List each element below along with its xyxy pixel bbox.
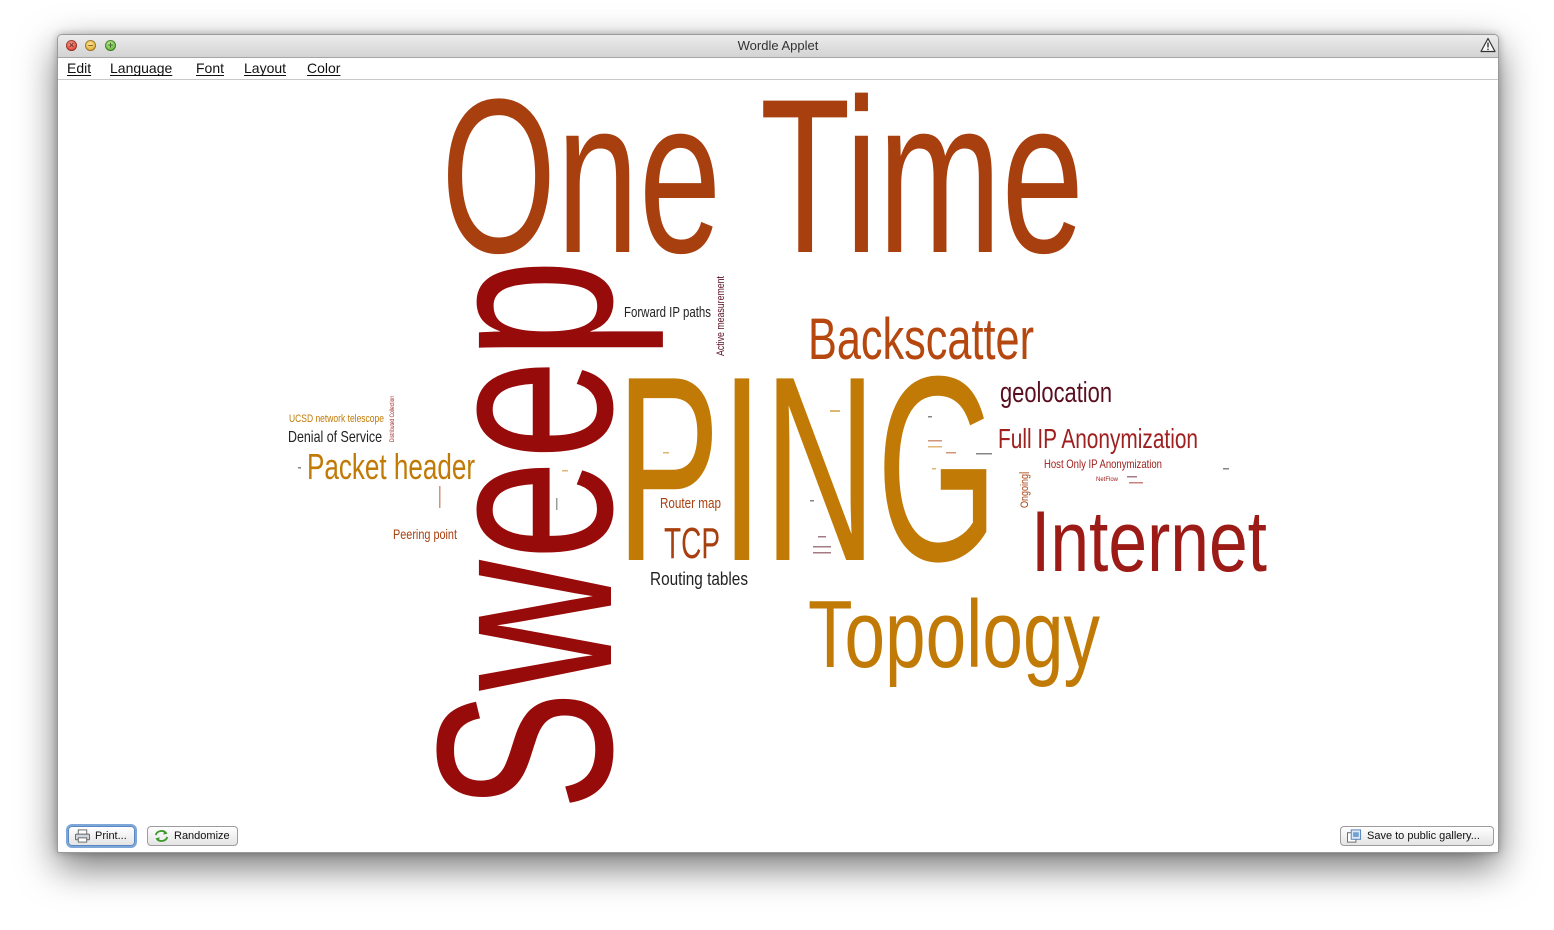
word-cloud-canvas: One Time Sweep PING Backscatter Internet…: [58, 80, 1498, 817]
minimize-window-button[interactable]: –: [85, 40, 96, 51]
word-one-time: One Time: [441, 80, 1084, 299]
word-ongoing: Ongoing: [1019, 474, 1031, 508]
menu-layout[interactable]: Layout: [244, 60, 287, 76]
word-peering-point: Peering point: [393, 526, 457, 542]
randomize-button[interactable]: Randomize: [147, 826, 238, 846]
word-netflow: NetFlow: [1096, 477, 1119, 483]
word-active-measurement: Active measurement: [715, 276, 727, 356]
menu-font[interactable]: Font: [196, 60, 225, 76]
word-routing-tables: Routing tables: [650, 569, 748, 589]
window-title: Wordle Applet: [737, 38, 819, 53]
save-to-gallery-label: Save to public gallery...: [1367, 830, 1480, 842]
printer-icon: [75, 829, 90, 843]
title-bar: × – + Wordle Applet: [58, 35, 1498, 58]
word-tcp: TCP: [664, 519, 720, 568]
word-backscatter: Backscatter: [808, 307, 1034, 372]
zoom-window-button[interactable]: +: [105, 40, 116, 51]
wordle-applet-window: × – + Wordle Applet Edit Language Font L…: [57, 34, 1499, 853]
word-sweep: Sweep: [385, 259, 664, 811]
menu-edit[interactable]: Edit: [67, 60, 92, 76]
word-geolocation: geolocation: [1000, 377, 1112, 409]
close-window-button[interactable]: ×: [66, 40, 77, 51]
word-ucsd-network-telescope: UCSD network telescope: [289, 413, 384, 425]
refresh-icon: [154, 830, 169, 842]
word-denial-of-service: Denial of Service: [288, 429, 382, 446]
word-internet: Internet: [1031, 494, 1267, 590]
print-button-label: Print...: [95, 830, 127, 842]
menu-bar: Edit Language Font Layout Color: [58, 58, 1498, 80]
print-button[interactable]: Print...: [68, 826, 135, 846]
save-to-gallery-button[interactable]: Save to public gallery...: [1340, 826, 1494, 846]
menu-language[interactable]: Language: [110, 60, 173, 76]
word-packet-header: Packet header: [307, 446, 475, 487]
gallery-icon: [1347, 829, 1362, 843]
word-full-ip-anonymization: Full IP Anonymization: [998, 423, 1198, 454]
word-forward-ip-paths: Forward IP paths: [624, 304, 711, 321]
tiny-word-marks: [298, 410, 1229, 554]
menu-color[interactable]: Color: [307, 60, 341, 76]
word-router-map: Router map: [660, 495, 721, 512]
word-distributed-collection: Distributed Collection: [390, 396, 396, 442]
word-host-only-ip-anonymization: Host Only IP Anonymization: [1044, 457, 1162, 471]
randomize-button-label: Randomize: [174, 830, 230, 842]
warning-icon[interactable]: [1480, 37, 1496, 53]
word-topology: Topology: [808, 581, 1100, 688]
